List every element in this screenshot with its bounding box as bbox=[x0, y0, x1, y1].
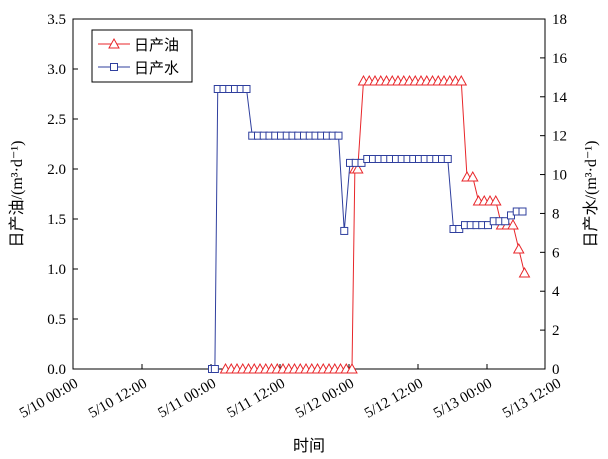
legend-water-label: 日产水 bbox=[134, 60, 179, 77]
legend-water-square-icon bbox=[110, 63, 118, 71]
water-point bbox=[210, 365, 219, 373]
right-axis-ticks: 0 2 4 6 8 10 12 14 16 18 bbox=[540, 12, 568, 378]
right-tick-label: 2 bbox=[552, 323, 560, 339]
legend-oil-label: 日产油 bbox=[134, 37, 179, 54]
series-layer bbox=[208, 74, 531, 374]
left-tick-label: 0.0 bbox=[47, 362, 66, 378]
water-point bbox=[443, 155, 452, 163]
legend-box bbox=[91, 29, 193, 83]
right-tick-label: 10 bbox=[552, 168, 567, 184]
left-tick-label: 0.5 bbox=[47, 312, 66, 328]
oil-point bbox=[466, 170, 479, 182]
x-tick-label: 5/12 12:00 bbox=[362, 376, 426, 422]
legend-oil-triangle-icon bbox=[108, 37, 120, 49]
left-tick-label: 2.0 bbox=[47, 162, 66, 178]
y-axis-right-title: 日产水/(m³·d⁻¹) bbox=[582, 141, 600, 248]
x-tick-label: 5/10 12:00 bbox=[86, 376, 150, 422]
x-tick-label: 5/11 12:00 bbox=[225, 376, 288, 422]
oil-point bbox=[455, 74, 468, 86]
right-tick-label: 8 bbox=[552, 206, 560, 222]
water-point bbox=[518, 207, 527, 216]
water-point bbox=[501, 217, 510, 226]
water-point bbox=[340, 226, 349, 235]
oil-point bbox=[507, 218, 519, 230]
left-tick-label: 1.0 bbox=[47, 262, 66, 278]
x-axis-title: 时间 bbox=[293, 437, 325, 455]
oil-point bbox=[518, 266, 531, 278]
x-tick-label: 5/11 00:00 bbox=[156, 376, 219, 422]
left-tick-label: 1.5 bbox=[47, 212, 66, 228]
right-tick-label: 16 bbox=[552, 51, 568, 67]
legend: 日产油 日产水 bbox=[91, 29, 193, 83]
oil-point bbox=[512, 242, 525, 254]
right-tick-label: 18 bbox=[552, 12, 567, 28]
x-tick-label: 5/13 12:00 bbox=[500, 376, 564, 422]
x-tick-label: 5/10 00:00 bbox=[17, 376, 81, 422]
x-tick-label: 5/12 00:00 bbox=[293, 376, 357, 422]
y-axis-left-title: 日产油/(m³·d⁻¹) bbox=[8, 141, 26, 248]
right-tick-label: 4 bbox=[552, 284, 560, 300]
left-axis-ticks: 0.0 0.5 1.0 1.5 2.0 2.5 3.0 3.5 bbox=[47, 12, 78, 378]
left-tick-label: 2.5 bbox=[47, 112, 66, 128]
water-point bbox=[334, 131, 343, 140]
left-tick-label: 3.5 bbox=[47, 12, 66, 28]
oil-point bbox=[346, 362, 358, 374]
oil-point bbox=[351, 162, 364, 174]
right-tick-label: 6 bbox=[552, 245, 560, 261]
left-tick-label: 3.0 bbox=[47, 62, 66, 78]
water-point bbox=[242, 85, 251, 93]
oil-point bbox=[489, 194, 502, 206]
right-tick-label: 0 bbox=[552, 362, 560, 378]
right-tick-label: 14 bbox=[552, 90, 568, 106]
x-tick-label: 5/13 00:00 bbox=[431, 376, 495, 422]
right-tick-label: 12 bbox=[552, 129, 567, 145]
